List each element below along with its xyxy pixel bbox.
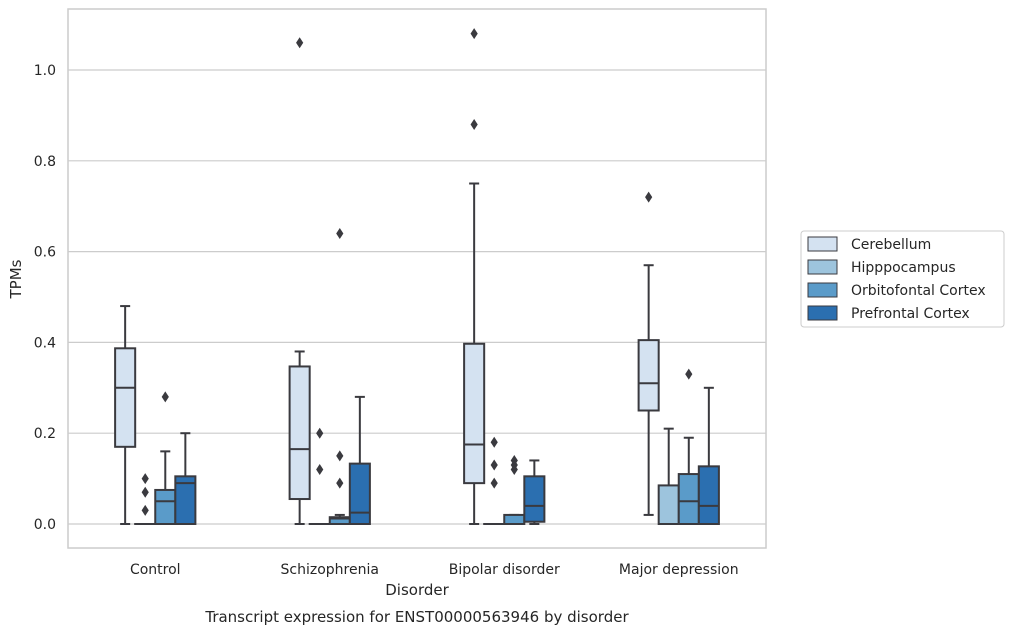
box-2-2	[503, 454, 526, 525]
box-0-0	[114, 305, 137, 525]
outlier-point	[490, 477, 498, 489]
box-0-3	[637, 191, 660, 516]
box-body	[677, 473, 700, 525]
box-body	[348, 462, 371, 526]
outlier-point	[645, 191, 653, 203]
outlier-point	[296, 37, 304, 49]
outlier-point	[336, 450, 344, 462]
outlier-point	[141, 486, 149, 498]
outlier-point	[161, 391, 169, 403]
chart-caption: Transcript expression for ENST0000056394…	[204, 608, 629, 626]
outlier-point	[490, 436, 498, 448]
box-body	[114, 347, 137, 448]
legend-swatch	[807, 259, 838, 275]
box-1-3	[657, 427, 680, 526]
box-2-1	[328, 227, 351, 526]
y-tick-label: 0.4	[34, 335, 56, 351]
y-tick-label: 0.0	[34, 517, 56, 533]
y-tick-label: 0.8	[34, 154, 56, 170]
outlier-point	[490, 459, 498, 471]
box-1-2	[483, 436, 506, 526]
box-body	[463, 342, 486, 485]
outlier-point	[470, 28, 478, 40]
outlier-point	[470, 118, 478, 130]
outlier-point	[316, 427, 324, 439]
x-tick-label: Bipolar disorder	[449, 562, 560, 578]
box-2-3	[677, 368, 700, 525]
box-body	[288, 365, 311, 501]
x-tick-labels: Control Schizophrenia Bipolar disorder Majo…	[130, 562, 739, 578]
legend-frame	[800, 230, 1005, 328]
plot-frame	[67, 8, 767, 549]
x-tick-label: Control	[130, 562, 181, 578]
outlier-point	[141, 504, 149, 516]
box-3-1	[348, 395, 371, 526]
box-3-0	[174, 432, 197, 525]
boxes	[114, 28, 720, 526]
legend-label: Orbitofontal Cortex	[851, 283, 986, 299]
y-tick-label: 0.6	[34, 245, 56, 261]
x-tick-label: Major depression	[619, 562, 739, 578]
outlier-point	[685, 368, 693, 380]
box-3-2	[523, 459, 546, 525]
y-tick-labels: 0.0 0.2 0.4 0.6 0.8 1.0	[34, 63, 56, 533]
box-body	[154, 488, 177, 526]
grid-lines	[68, 69, 766, 525]
y-tick-label: 1.0	[34, 63, 56, 79]
box-body	[657, 484, 680, 526]
legend-label: Prefrontal Cortex	[851, 306, 970, 322]
legend-swatch	[807, 236, 838, 252]
outlier-point	[141, 473, 149, 485]
box-body	[637, 339, 660, 412]
box-body	[697, 465, 720, 526]
box-0-1	[288, 37, 311, 525]
outlier-point	[336, 227, 344, 239]
outlier-point	[336, 477, 344, 489]
box-body	[174, 475, 197, 525]
legend-label: Cerebellum	[851, 237, 931, 253]
outlier-point	[510, 454, 518, 466]
legend: Cerebellum Hipppocampus Orbitofontal Corte…	[800, 230, 1005, 328]
legend-swatch	[807, 282, 838, 298]
box-1-1	[308, 427, 331, 526]
box-0-2	[463, 28, 486, 525]
box-body	[523, 475, 546, 523]
box-body	[503, 513, 526, 525]
legend-label: Hipppocampus	[851, 260, 956, 276]
legend-swatch	[807, 305, 838, 321]
y-axis-label: TPMs	[7, 259, 25, 299]
box-1-0	[134, 473, 157, 526]
x-axis-label: Disorder	[385, 581, 449, 599]
outlier-point	[316, 464, 324, 476]
box-2-0	[154, 391, 177, 526]
box-3-3	[697, 386, 720, 526]
y-tick-label: 0.2	[34, 426, 56, 442]
x-tick-label: Schizophrenia	[281, 562, 379, 578]
